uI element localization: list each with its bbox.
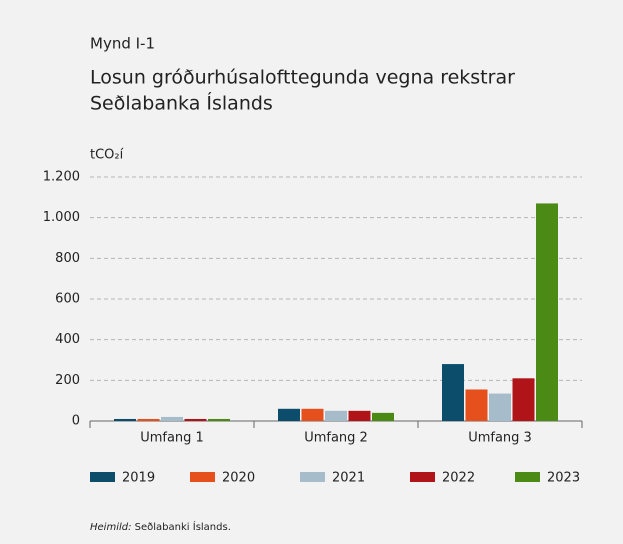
chart-title: Seðlabanka Íslands [90,92,273,115]
source-label: Heimild: [90,522,131,533]
bar [208,418,230,421]
bar [278,408,300,421]
legend-label: 2023 [547,471,580,486]
x-tick-label: Umfang 2 [304,431,368,446]
x-tick-label: Umfang 3 [468,431,532,446]
y-tick-label: 600 [55,292,80,307]
bar [301,408,324,421]
legend-label: 2021 [332,471,365,486]
legend-label: 2022 [442,471,475,486]
bar [348,410,371,421]
y-tick-label: 200 [55,373,80,388]
source-text: Seðlabanki Íslands. [135,520,231,533]
y-axis-label: tCO₂í [90,148,124,163]
legend-label: 2019 [122,471,155,486]
bar [489,393,511,421]
y-tick-label: 0 [72,414,80,429]
bar [137,418,160,421]
bar [536,203,558,421]
bar [184,418,207,421]
source: Heimild: Seðlabanki Íslands. [90,520,231,533]
legend-swatch [410,472,435,482]
x-tick-label: Umfang 1 [140,431,204,446]
legend-swatch [515,472,540,482]
y-tick-label: 400 [55,332,80,347]
bar [465,389,488,421]
bar [442,364,464,421]
y-tick-label: 1.200 [43,170,80,185]
bar [114,418,136,421]
bar [325,410,347,421]
legend-swatch [190,472,215,482]
bar [161,416,183,421]
figure-label: Mynd I-1 [90,35,155,53]
y-tick-label: 1.000 [43,210,80,225]
chart-title: Losun gróðurhúsalofttegunda vegna rekstr… [90,67,515,89]
legend-swatch [90,472,115,482]
bar [372,412,394,421]
y-tick-label: 800 [55,251,80,266]
legend-label: 2020 [222,471,255,486]
legend-swatch [300,472,325,482]
bar [512,378,535,421]
